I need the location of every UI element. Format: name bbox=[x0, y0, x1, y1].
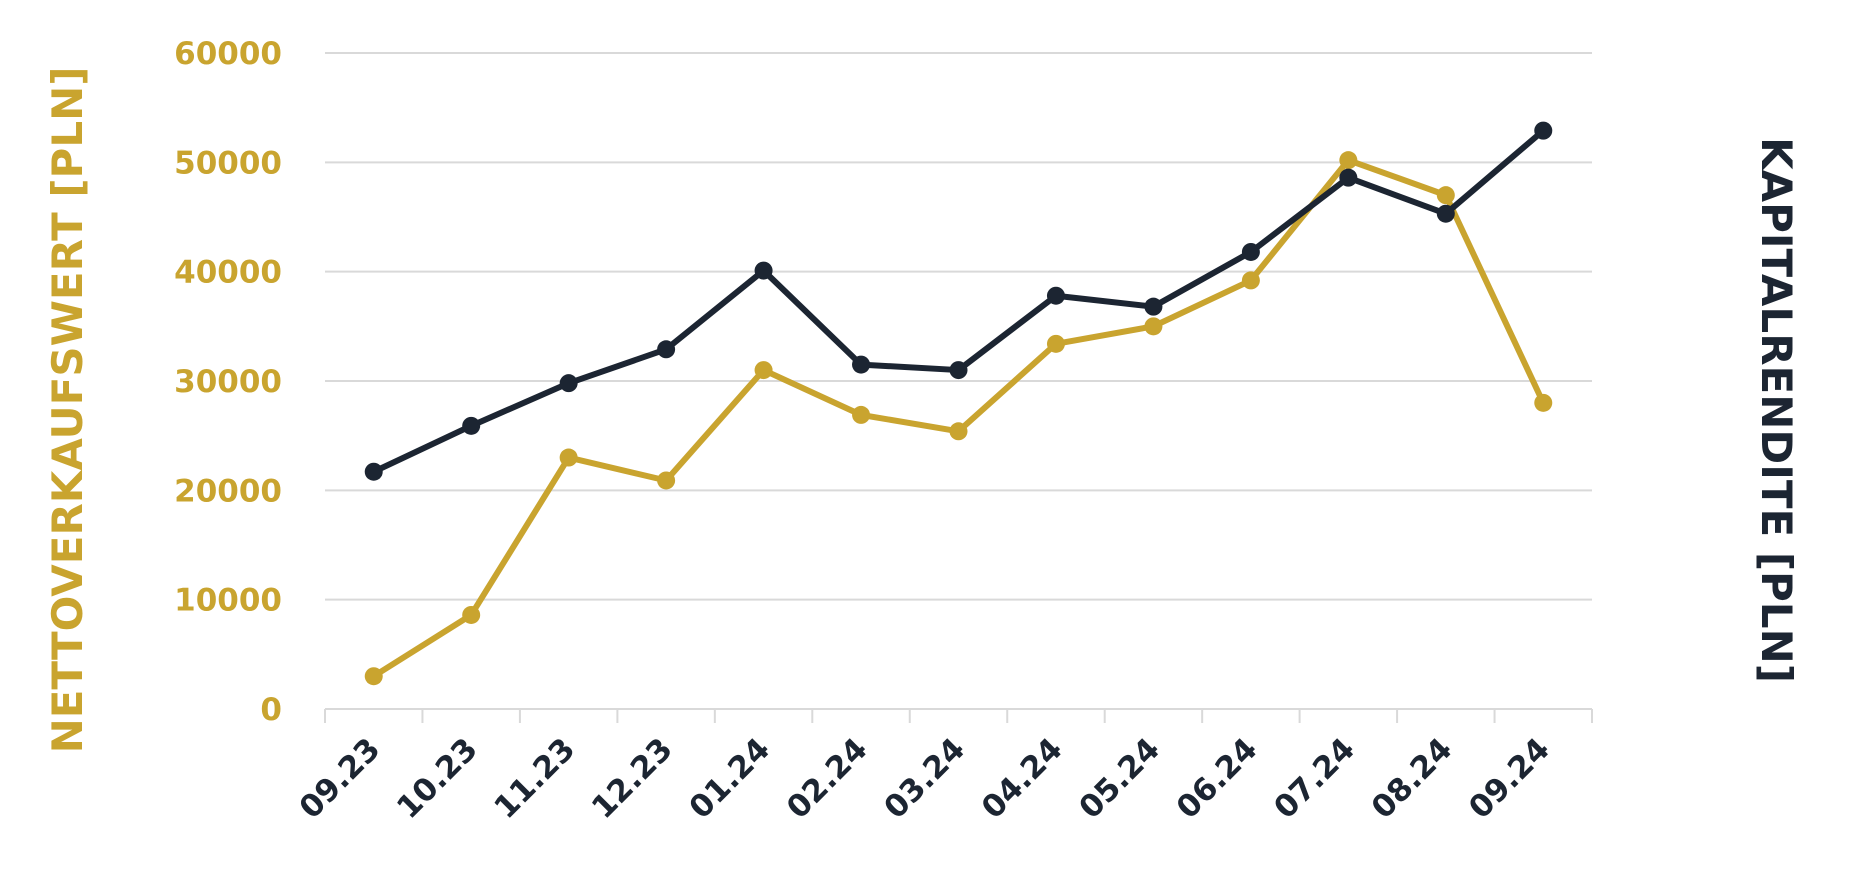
y-tick-label: 20000 bbox=[174, 473, 282, 509]
x-tick-label: 12.23 bbox=[585, 731, 680, 826]
grid-lines bbox=[325, 52, 1592, 601]
data-point bbox=[949, 361, 968, 380]
y-tick-label: 60000 bbox=[174, 36, 282, 72]
x-tick-label: 01.24 bbox=[682, 731, 777, 826]
data-point bbox=[657, 471, 676, 490]
x-tick-label: 04.24 bbox=[975, 731, 1070, 826]
data-point bbox=[1241, 242, 1260, 261]
series-group bbox=[364, 121, 1553, 686]
data-point bbox=[754, 361, 773, 380]
data-point bbox=[364, 667, 383, 686]
data-point bbox=[1534, 393, 1553, 412]
data-point bbox=[364, 462, 383, 481]
series-left bbox=[364, 151, 1553, 686]
y-tick-label: 10000 bbox=[174, 583, 282, 619]
y-tick-label: 40000 bbox=[174, 255, 282, 291]
data-point bbox=[559, 448, 578, 467]
y-axis-label-right: KAPITALRENDITE [PLN] bbox=[1752, 137, 1801, 683]
x-tick-label: 09.24 bbox=[1462, 731, 1557, 826]
data-point bbox=[1534, 121, 1553, 140]
y-tick-label: 0 bbox=[260, 692, 282, 728]
data-point bbox=[1046, 334, 1065, 353]
x-tick-label: 08.24 bbox=[1365, 731, 1460, 826]
y-axis-ticks: 0 10000 20000 30000 40000 50000 60000 bbox=[174, 36, 282, 728]
data-point bbox=[1436, 186, 1455, 205]
data-point bbox=[1144, 297, 1163, 316]
data-point bbox=[949, 422, 968, 441]
y-axis-label-left: NETTOVERKAUFSWERT [PLN] bbox=[43, 67, 92, 754]
series-right bbox=[364, 121, 1553, 481]
data-point bbox=[657, 340, 676, 359]
data-point bbox=[1339, 168, 1358, 187]
x-tick-label: 05.24 bbox=[1072, 731, 1167, 826]
data-point bbox=[754, 261, 773, 280]
x-axis bbox=[324, 708, 1593, 723]
x-tick-label: 02.24 bbox=[780, 731, 875, 826]
x-tick-label: 06.24 bbox=[1170, 731, 1265, 826]
series-line bbox=[370, 127, 1547, 475]
data-point bbox=[1144, 317, 1163, 336]
data-point bbox=[852, 405, 871, 424]
data-point bbox=[1046, 286, 1065, 305]
x-axis-ticks: 09.23 10.23 11.23 12.23 01.24 02.24 03.24 04.24… bbox=[293, 731, 1557, 826]
data-point bbox=[559, 374, 578, 393]
data-point bbox=[462, 416, 481, 435]
x-tick-label: 10.23 bbox=[390, 731, 485, 826]
data-point bbox=[1241, 271, 1260, 290]
data-point bbox=[1339, 151, 1358, 170]
y-tick-label: 30000 bbox=[174, 364, 282, 400]
data-point bbox=[1436, 204, 1455, 223]
x-tick-label: 11.23 bbox=[488, 731, 583, 826]
x-tick-label: 09.23 bbox=[293, 731, 388, 826]
y-tick-label: 50000 bbox=[174, 145, 282, 181]
data-point bbox=[462, 605, 481, 624]
data-point bbox=[852, 355, 871, 374]
x-tick-label: 07.24 bbox=[1267, 731, 1362, 826]
x-tick-label: 03.24 bbox=[877, 731, 972, 826]
